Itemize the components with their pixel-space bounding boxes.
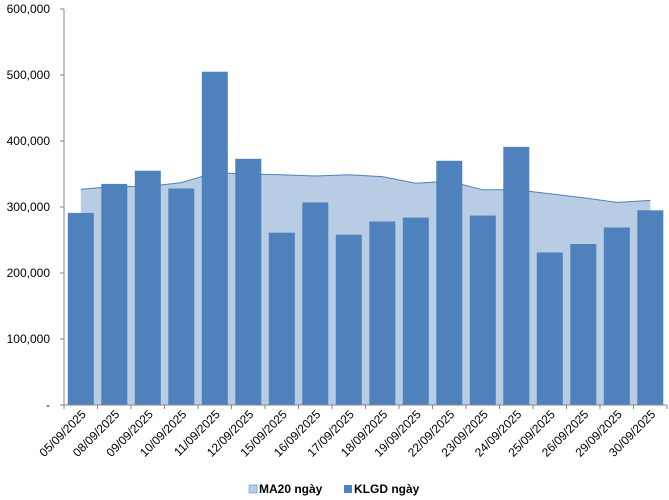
- y-tick-label: 200,000: [7, 266, 51, 280]
- ma20-line: [80, 172, 651, 203]
- y-axis: 600,000 500,000 400,000 300,000 200,000 100,0…: [7, 2, 65, 412]
- y-tick-label: 600,000: [7, 2, 51, 16]
- volume-bar: [134, 170, 161, 405]
- volume-bar-layer: [67, 71, 664, 405]
- volume-bar: [369, 221, 396, 405]
- volume-bar: [67, 212, 94, 405]
- volume-bar: [536, 252, 563, 405]
- x-axis: 05/09/202508/09/202509/09/202510/09/2025…: [37, 404, 668, 460]
- volume-bar: [436, 160, 463, 405]
- legend-swatch-ma20: [248, 484, 258, 494]
- y-tick-label: 500,000: [7, 68, 51, 82]
- volume-bar: [603, 227, 630, 405]
- ma20-area-layer: [80, 172, 651, 405]
- y-tick-label: 100,000: [7, 332, 51, 346]
- volume-bar: [168, 188, 195, 405]
- volume-bar: [335, 234, 362, 405]
- volume-bar: [235, 158, 262, 405]
- y-tick-label: 400,000: [7, 134, 51, 148]
- legend-label-klgd: KLGD ngày: [354, 482, 420, 496]
- volume-bar: [469, 215, 496, 405]
- volume-bar: [570, 244, 597, 405]
- volume-bar: [268, 232, 295, 405]
- volume-bar: [101, 183, 128, 405]
- y-tick-label: -: [46, 398, 50, 412]
- volume-bar: [302, 202, 329, 405]
- volume-bar: [201, 71, 228, 405]
- y-tick-label: 300,000: [7, 200, 51, 214]
- legend: MA20 ngày KLGD ngày: [248, 482, 420, 496]
- legend-swatch-klgd: [344, 485, 352, 493]
- volume-bar: [402, 217, 429, 405]
- legend-label-ma20: MA20 ngày: [259, 482, 323, 496]
- volume-bar: [637, 210, 664, 405]
- volume-bar: [503, 146, 530, 405]
- ma20-area: [80, 172, 651, 405]
